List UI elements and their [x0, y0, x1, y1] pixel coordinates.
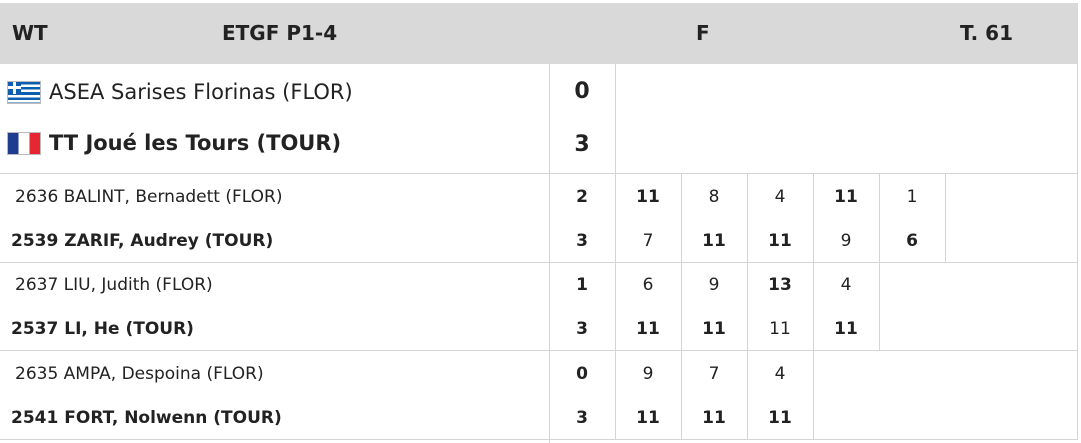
event-code: WT [12, 21, 48, 45]
player-entry: 2637 LIU, Judith (FLOR) [15, 263, 213, 307]
column-divider [681, 351, 682, 440]
player-name: LI, He (TOUR) [64, 319, 194, 339]
column-divider [747, 263, 748, 351]
competition-title: ETGF P1-4 [222, 21, 338, 45]
set-score: 11 [636, 187, 660, 207]
player-name: LIU, Judith (FLOR) [63, 275, 213, 295]
match-score: 0 [576, 364, 588, 384]
set-score: 1 [906, 187, 918, 207]
set-score: 9 [840, 231, 852, 251]
column-divider [813, 263, 814, 351]
team-name-home: ASEA Sarises Florinas (FLOR) [49, 80, 353, 104]
round-label: F [696, 21, 710, 45]
set-score: 4 [840, 275, 852, 295]
player-row: 2541 FORT, Nolwenn (TOUR) 3 11 11 11 [0, 396, 1078, 440]
player-number: 2635 [15, 364, 59, 384]
column-divider [747, 174, 748, 263]
column-divider [615, 64, 616, 174]
set-score: 4 [774, 364, 786, 384]
match-score: 3 [576, 408, 588, 428]
player-number: 2637 [15, 275, 59, 295]
set-score: 11 [769, 319, 791, 339]
column-divider [945, 174, 946, 263]
table-number: T. 61 [960, 21, 1013, 45]
france-flag-icon [7, 131, 41, 155]
set-score: 4 [774, 187, 786, 207]
player-name: FORT, Nolwenn (TOUR) [64, 408, 282, 428]
column-divider [549, 64, 550, 443]
set-score: 13 [768, 275, 792, 295]
set-score: 11 [636, 408, 660, 428]
set-score: 11 [636, 319, 660, 339]
set-score: 8 [708, 187, 720, 207]
column-divider [615, 174, 616, 263]
player-entry: 2539 ZARIF, Audrey (TOUR) [11, 219, 273, 263]
team-score-away: 3 [574, 132, 590, 157]
column-divider [813, 351, 814, 440]
set-score: 9 [642, 364, 654, 384]
match-score: 2 [576, 187, 588, 207]
match-score: 3 [576, 319, 588, 339]
column-divider [879, 263, 880, 351]
individual-match-3: 2635 AMPA, Despoina (FLOR) 0 9 7 4 2541 … [0, 351, 1078, 440]
player-row: 2635 AMPA, Despoina (FLOR) 0 9 7 4 [0, 352, 1078, 396]
set-score: 11 [702, 319, 726, 339]
player-entry: 2537 LI, He (TOUR) [11, 307, 194, 351]
match-score: 3 [576, 231, 588, 251]
team-row-away: TT Joué les Tours (TOUR) [7, 128, 341, 158]
column-divider [879, 174, 880, 263]
player-number: 2537 [11, 319, 59, 339]
column-divider [681, 263, 682, 351]
individual-match-1: 2636 BALINT, Bernadett (FLOR) 2 11 8 4 1… [0, 174, 1078, 263]
player-entry: 2635 AMPA, Despoina (FLOR) [15, 352, 264, 396]
column-divider [615, 351, 616, 440]
set-score: 11 [834, 187, 858, 207]
player-entry: 2636 BALINT, Bernadett (FLOR) [15, 175, 282, 219]
player-name: BALINT, Bernadett (FLOR) [63, 187, 283, 207]
column-divider [813, 174, 814, 263]
set-score: 7 [642, 231, 654, 251]
set-score: 11 [768, 408, 792, 428]
team-row-home: ASEA Sarises Florinas (FLOR) [7, 77, 353, 107]
player-number: 2539 [11, 231, 59, 251]
team-name-away: TT Joué les Tours (TOUR) [49, 131, 342, 155]
player-number: 2636 [15, 187, 59, 207]
set-score: 9 [708, 275, 720, 295]
team-score-home: 0 [574, 79, 590, 104]
set-score: 7 [708, 364, 720, 384]
greece-flag-icon [7, 80, 41, 104]
player-name: AMPA, Despoina (FLOR) [63, 364, 264, 384]
column-divider [747, 351, 748, 440]
individual-match-2: 2637 LIU, Judith (FLOR) 1 6 9 13 4 2537 … [0, 263, 1078, 351]
player-row: 2539 ZARIF, Audrey (TOUR) 3 7 11 11 9 6 [0, 219, 1078, 263]
set-score: 11 [702, 408, 726, 428]
column-divider [615, 263, 616, 351]
player-name: ZARIF, Audrey (TOUR) [64, 231, 274, 251]
match-header: WT ETGF P1-4 F T. 61 [0, 3, 1078, 64]
set-score: 11 [702, 231, 726, 251]
set-score: 11 [834, 319, 858, 339]
player-row: 2636 BALINT, Bernadett (FLOR) 2 11 8 4 1… [0, 175, 1078, 219]
player-number: 2541 [11, 408, 59, 428]
player-entry: 2541 FORT, Nolwenn (TOUR) [11, 396, 282, 440]
team-summary: ASEA Sarises Florinas (FLOR) 0 TT Joué l… [0, 64, 1078, 174]
column-divider [681, 174, 682, 263]
set-score: 6 [642, 275, 654, 295]
player-row: 2637 LIU, Judith (FLOR) 1 6 9 13 4 [0, 263, 1078, 307]
set-score: 11 [768, 231, 792, 251]
player-row: 2537 LI, He (TOUR) 3 11 11 11 11 [0, 307, 1078, 351]
match-score: 1 [576, 275, 588, 295]
set-score: 6 [906, 231, 918, 251]
